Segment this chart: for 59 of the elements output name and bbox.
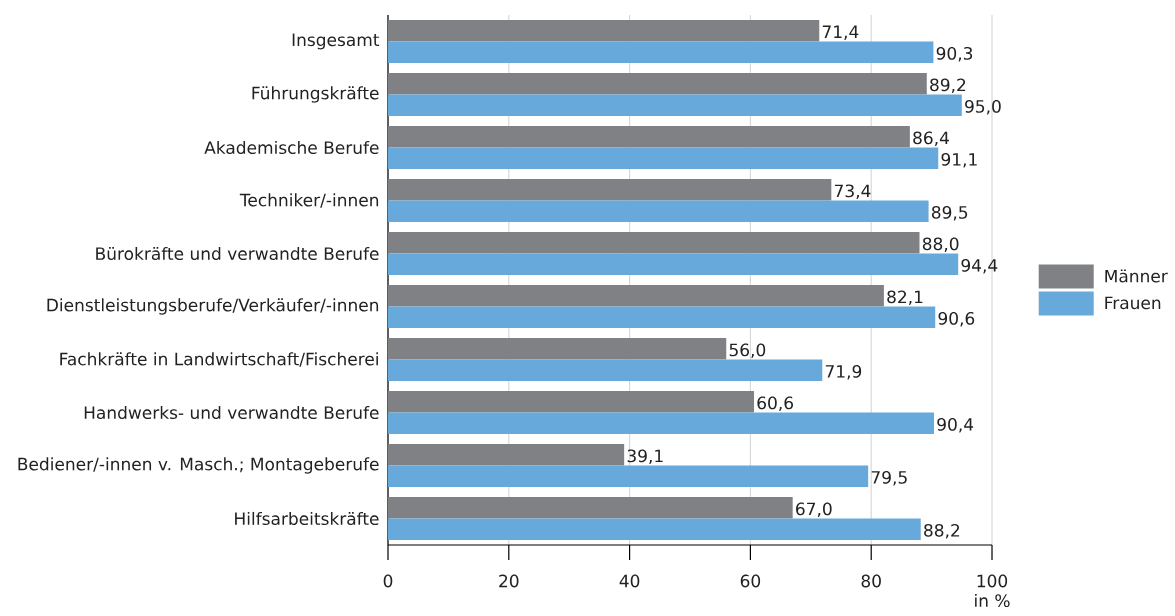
bar (388, 285, 884, 307)
data-label: 73,4 (834, 184, 871, 200)
legend-label: Frauen (1105, 296, 1161, 310)
bar (388, 306, 936, 329)
x-tick-label: 20 (499, 574, 519, 588)
y-tick-label: Führungskräfte (252, 86, 379, 103)
y-tick-label: Dienstleistungsberufe/Verkäufer/-innen (47, 298, 379, 315)
bar (388, 412, 935, 435)
bar (388, 73, 927, 95)
bar (388, 497, 793, 519)
x-tick-label: 60 (740, 574, 761, 588)
data-label: 79,5 (871, 470, 907, 486)
y-tick-label: Handwerks- und verwandte Berufe (84, 405, 379, 420)
x-axis-title: in % (975, 593, 1010, 608)
data-label: 95,0 (965, 99, 1001, 115)
x-tick-label: 40 (619, 574, 640, 588)
bar (388, 253, 959, 276)
data-label: 90,4 (937, 417, 974, 433)
bar (388, 94, 962, 116)
data-label: 60,6 (757, 396, 794, 412)
bar (388, 179, 832, 201)
bar (388, 518, 921, 541)
data-label: 67,0 (796, 502, 832, 518)
x-tick-label: 0 (383, 574, 393, 588)
bar (388, 126, 910, 148)
bar (388, 338, 727, 360)
bar (388, 147, 939, 169)
bar (388, 444, 625, 466)
y-tick-label: Fachkräfte in Landwirtschaft/Fischerei (60, 352, 378, 367)
y-tick-label: Bürokräfte und verwandte Berufe (96, 246, 379, 261)
bar (388, 391, 755, 413)
bar (388, 359, 823, 382)
data-label: 90,6 (938, 311, 975, 327)
bar (388, 232, 920, 254)
data-label: 88,2 (924, 523, 960, 539)
y-tick-label: Techniker/-innen (239, 193, 379, 208)
data-label: 71,9 (825, 364, 862, 380)
data-label: 89,2 (930, 78, 966, 94)
data-label: 88,0 (922, 237, 959, 253)
y-tick-label: Akademische Berufe (204, 140, 379, 155)
x-tick-label: 80 (861, 574, 881, 588)
data-label: 56,0 (729, 343, 766, 359)
y-tick-label: Hilfsarbeitskräfte (235, 511, 379, 526)
data-label: 71,4 (822, 25, 859, 40)
bar (388, 20, 820, 42)
data-label: 91,1 (941, 152, 977, 168)
bar (388, 465, 869, 488)
y-tick-label: Insgesamt (292, 33, 380, 50)
data-label: 86,4 (913, 131, 949, 147)
data-label: 39,1 (627, 449, 663, 465)
y-tick-label: Bediener/-innen v. Masch.; Montageberufe (18, 457, 379, 474)
bar (388, 41, 934, 63)
legend-label: Männer (1105, 269, 1168, 283)
data-label: 89,5 (931, 205, 968, 221)
data-label: 90,3 (936, 46, 973, 62)
data-label: 94,4 (961, 258, 998, 274)
data-label: 82,1 (887, 290, 923, 306)
x-tick-label: 100 (977, 574, 1008, 588)
bar (388, 200, 929, 222)
